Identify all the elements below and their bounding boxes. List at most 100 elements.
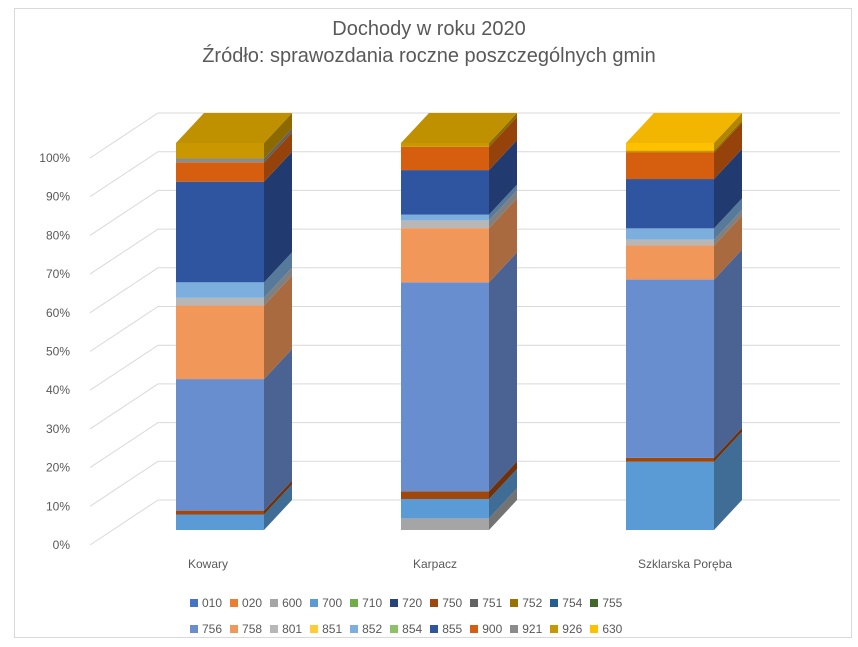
bar-segment-side xyxy=(489,116,517,171)
legend-item: 855 xyxy=(430,622,462,636)
bar-top xyxy=(176,113,292,143)
bar-segment xyxy=(176,143,264,159)
bar-segment xyxy=(626,228,714,240)
legend-swatch xyxy=(390,625,399,633)
legend-item: 720 xyxy=(390,596,422,610)
bar-segment-side xyxy=(489,198,517,283)
bar-segment xyxy=(176,297,264,306)
legend-label: 855 xyxy=(442,622,463,636)
legend-label: 854 xyxy=(402,622,423,636)
chart-legend: 010 020 600 700 710 720 750 751 752 754 755 756 758… xyxy=(190,590,690,642)
bar-segment-side xyxy=(264,132,292,182)
bar-segment xyxy=(176,305,264,380)
x-tick-label: Szklarska Poręba xyxy=(638,557,732,571)
legend-label: 801 xyxy=(282,622,303,636)
legend-item: 926 xyxy=(550,622,582,636)
bar-segment-side xyxy=(714,249,742,458)
bar-segment-side xyxy=(489,140,517,215)
y-tick-label: 30% xyxy=(46,422,70,436)
x-tick-label: Karpacz xyxy=(413,557,457,571)
y-tick-label: 100% xyxy=(39,151,70,165)
legend-item: 750 xyxy=(430,596,462,610)
bar-segment xyxy=(626,245,714,280)
gridline xyxy=(89,422,840,469)
legend-swatch xyxy=(350,625,359,633)
bar-segment xyxy=(401,146,489,171)
bar-segment xyxy=(176,282,264,298)
legend-swatch xyxy=(470,625,479,633)
legend-item: 851 xyxy=(310,622,342,636)
bar-segment xyxy=(401,518,489,530)
y-tick-label: 60% xyxy=(46,306,70,320)
bar-segment-side xyxy=(714,113,742,151)
legend-swatch xyxy=(390,599,399,607)
y-tick-label: 10% xyxy=(46,499,70,513)
chart-title: Dochody w roku 2020 xyxy=(332,18,526,40)
bar-segment xyxy=(401,214,489,221)
bar-segment-side xyxy=(264,484,292,530)
legend-item: 900 xyxy=(470,622,502,636)
y-tick-label: 40% xyxy=(46,383,70,397)
gridline xyxy=(89,383,840,430)
bar-segment xyxy=(401,143,489,147)
legend-label: 756 xyxy=(202,622,223,636)
legend-item: 630 xyxy=(590,622,622,636)
bar-segment-side xyxy=(489,469,517,519)
legend-swatch xyxy=(510,599,519,607)
bar-segment xyxy=(626,179,714,229)
bar-top xyxy=(626,113,742,143)
bar-segment xyxy=(401,499,489,519)
legend-item: 754 xyxy=(550,596,582,610)
bar-segment-side xyxy=(489,190,517,229)
bar-segment-side xyxy=(714,209,742,246)
bar-segment xyxy=(401,228,489,283)
bar-segment-side xyxy=(489,113,517,147)
gridline xyxy=(89,267,840,314)
bar-segment xyxy=(401,491,489,500)
bar-segment-side xyxy=(714,431,742,530)
bar-segment xyxy=(176,510,264,515)
bar-segment-side xyxy=(489,488,517,530)
legend-swatch xyxy=(510,625,519,633)
legend-row: 010 020 600 700 710 720 750 751 752 754 755 xyxy=(190,590,690,616)
legend-swatch xyxy=(270,625,279,633)
legend-label: 900 xyxy=(482,622,503,636)
legend-item: 801 xyxy=(270,622,302,636)
legend-swatch xyxy=(470,599,479,607)
legend-swatch xyxy=(270,599,279,607)
gridline xyxy=(89,228,840,275)
legend-swatch xyxy=(190,599,198,607)
legend-item: 020 xyxy=(230,596,262,610)
legend-item: 751 xyxy=(470,596,502,610)
bar-segment xyxy=(176,514,264,530)
bar-segment xyxy=(176,158,264,163)
bar-top xyxy=(401,113,517,143)
bar-segment xyxy=(626,150,714,153)
y-tick-label: 90% xyxy=(46,190,70,204)
legend-label: 750 xyxy=(442,596,463,610)
bar-segment-side xyxy=(264,252,292,298)
legend-label: 600 xyxy=(282,596,303,610)
legend-swatch xyxy=(230,599,239,607)
legend-swatch xyxy=(430,599,439,607)
legend-swatch xyxy=(350,599,359,607)
bar-segment-side xyxy=(264,480,292,515)
legend-label: 630 xyxy=(602,622,623,636)
legend-swatch xyxy=(310,625,319,633)
bar-segment-side xyxy=(714,120,742,153)
legend-swatch xyxy=(550,599,559,607)
bar-segment-side xyxy=(264,275,292,380)
legend-item: 852 xyxy=(350,622,382,636)
legend-item: 700 xyxy=(310,596,342,610)
legend-row: 756 758 801 851 852 854 855 900 921 926 630 xyxy=(190,616,690,642)
legend-item: 758 xyxy=(230,622,262,636)
gridline xyxy=(89,151,840,198)
legend-item: 756 xyxy=(190,622,222,636)
bar-segment-side xyxy=(714,427,742,462)
legend-label: 020 xyxy=(242,596,263,610)
bar-segment-side xyxy=(714,122,742,180)
gridline xyxy=(89,499,840,546)
legend-item: 921 xyxy=(510,622,542,636)
legend-label: 751 xyxy=(482,596,503,610)
